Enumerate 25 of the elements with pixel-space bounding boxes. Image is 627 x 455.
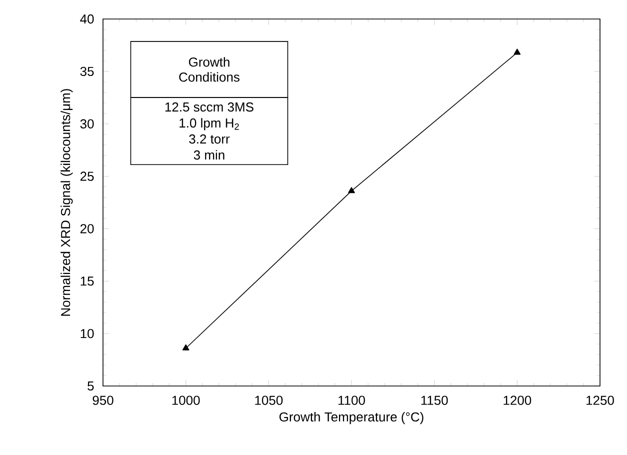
annotation: 12.5 sccm 3MS	[165, 102, 254, 112]
annotation: 3.2 torr	[189, 134, 230, 144]
x-tick-label: 1100	[338, 396, 365, 405]
y-tick-label: 15	[80, 276, 94, 286]
point	[514, 48, 521, 55]
x-tick-label: 1000	[172, 396, 200, 405]
y-tick-label: 40	[80, 14, 94, 24]
x-tick-label: 1200	[504, 396, 532, 405]
annotation: 1.0 lpm H$_{2}$	[180, 118, 239, 130]
point	[348, 187, 355, 194]
x-tick-label: 1050	[255, 396, 283, 405]
y-tick-label: 35	[80, 66, 94, 76]
x-axis-title: Growth Temperature (°C)	[279, 412, 424, 424]
y-tick-label: 25	[80, 172, 94, 181]
y-axis-title: Normalized XRD Signal (kilocounts/μm)	[60, 89, 73, 316]
x-tick-label: 1150	[421, 396, 448, 405]
y-tick-label: 30	[80, 119, 94, 128]
x-tick-label: 950	[92, 396, 114, 405]
annotation: Growth Conditions	[179, 57, 240, 82]
x-tick-label: 1250	[586, 396, 614, 405]
annotation: 3 min	[194, 150, 224, 160]
y-tick-label: 20	[80, 224, 94, 234]
y-tick-label: 10	[80, 328, 94, 338]
y-tick-label: 5	[88, 381, 94, 391]
point	[182, 344, 190, 350]
